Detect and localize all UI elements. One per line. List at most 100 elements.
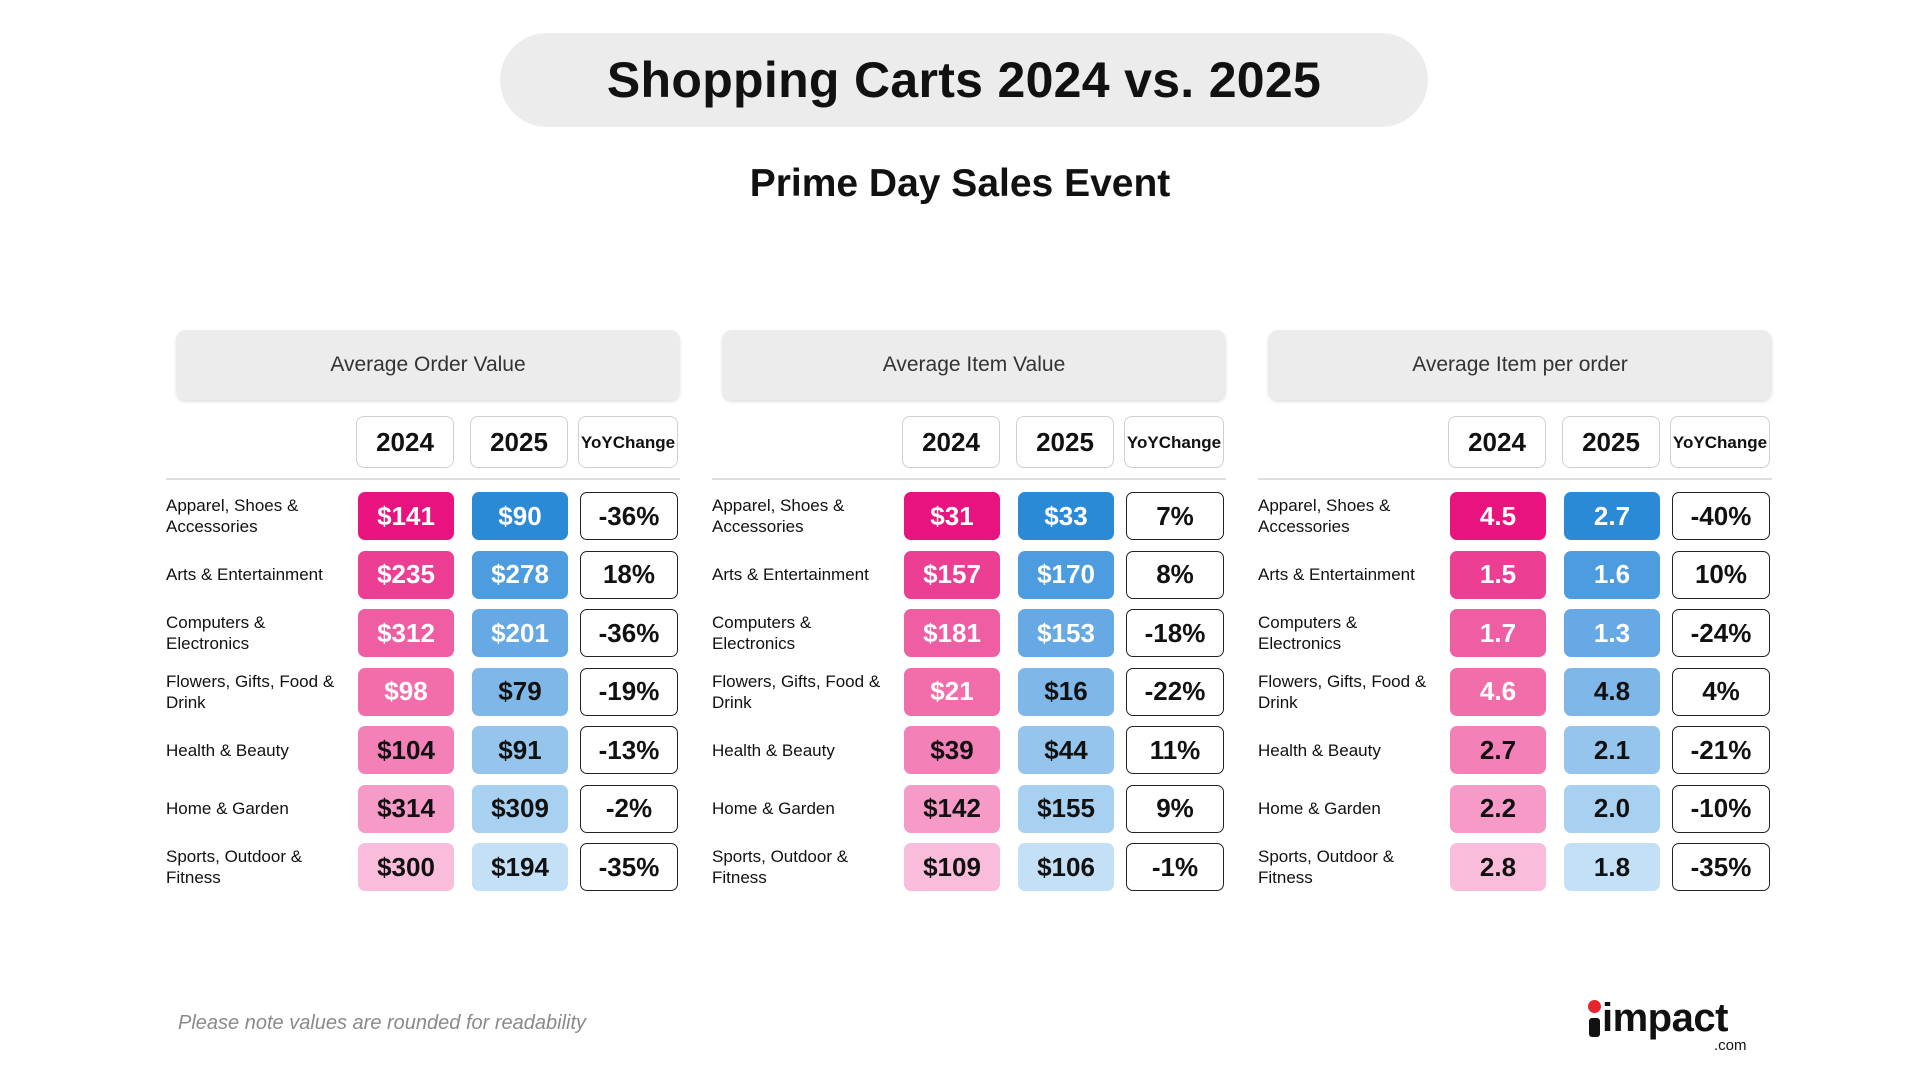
value-2024: 2.2 bbox=[1450, 784, 1546, 833]
value-2024: $235 bbox=[358, 550, 454, 599]
yoy-change: -22% bbox=[1126, 667, 1224, 716]
yoy-header-line: Change bbox=[1158, 432, 1222, 452]
value-2024: 4.5 bbox=[1450, 492, 1546, 540]
category-label: Computers & Electronics bbox=[166, 613, 266, 653]
value-2025: $106 bbox=[1018, 843, 1114, 891]
column-header-2024: 2024 bbox=[356, 416, 454, 468]
table-row: Computers & Electronics $312 $201 -36% bbox=[166, 609, 680, 657]
value-2024: $314 bbox=[358, 784, 454, 833]
yoy-change: -10% bbox=[1672, 784, 1770, 833]
value-2024: $142 bbox=[904, 784, 1000, 833]
yoy-change: -24% bbox=[1672, 609, 1770, 657]
logo-wordmark: impact bbox=[1602, 996, 1728, 1040]
category-label: Computers & Electronics bbox=[1258, 613, 1358, 653]
value-2025: 1.8 bbox=[1564, 843, 1660, 891]
column-header-yoy: YoY Change bbox=[1670, 416, 1770, 468]
yoy-change: -40% bbox=[1672, 492, 1770, 540]
yoy-change: -21% bbox=[1672, 726, 1770, 774]
value-2025: $309 bbox=[472, 784, 568, 833]
table-row: Health & Beauty $104 $91 -13% bbox=[166, 726, 680, 774]
value-2025: $170 bbox=[1018, 550, 1114, 599]
column-header-2024: 2024 bbox=[902, 416, 1000, 468]
page-title: Shopping Carts 2024 vs. 2025 bbox=[500, 33, 1428, 127]
table-row: Flowers, Gifts, Food & Drink $98 $79 -19% bbox=[166, 667, 680, 716]
yoy-change: 7% bbox=[1126, 492, 1224, 540]
column-header-2025: 2025 bbox=[1016, 416, 1114, 468]
value-2025: $153 bbox=[1018, 609, 1114, 657]
category-label: Flowers, Gifts, Food & Drink bbox=[166, 671, 335, 712]
column-header-2025: 2025 bbox=[470, 416, 568, 468]
table-row: Sports, Outdoor & Fitness $109 $106 -1% bbox=[712, 843, 1226, 891]
yoy-header-line: YoY bbox=[580, 432, 613, 452]
category-label: Sports, Outdoor & Fitness bbox=[1258, 847, 1395, 887]
table-row: Sports, Outdoor & Fitness $300 $194 -35% bbox=[166, 843, 680, 891]
logo-suffix: .com bbox=[1714, 1037, 1747, 1054]
category-label: Arts & Entertainment bbox=[1258, 565, 1415, 584]
column-header-2024: 2024 bbox=[1448, 416, 1546, 468]
category-label: Health & Beauty bbox=[712, 740, 835, 760]
table-row: Health & Beauty 2.7 2.1 -21% bbox=[1258, 726, 1772, 774]
category-label: Apparel, Shoes & Accessories bbox=[1258, 496, 1391, 536]
column-header-2025: 2025 bbox=[1562, 416, 1660, 468]
yoy-change: 8% bbox=[1126, 550, 1224, 599]
value-2024: 2.7 bbox=[1450, 726, 1546, 774]
table-row: Health & Beauty $39 $44 11% bbox=[712, 726, 1226, 774]
table-row: Arts & Entertainment 1.5 1.6 10% bbox=[1258, 550, 1772, 599]
category-label: Arts & Entertainment bbox=[712, 565, 869, 584]
table-row: Home & Garden $314 $309 -2% bbox=[166, 784, 680, 833]
table-title: Average Item Value bbox=[722, 330, 1226, 400]
impact-logo: impact .com bbox=[1588, 996, 1768, 1056]
category-label: Home & Garden bbox=[1258, 799, 1381, 818]
table-row: Flowers, Gifts, Food & Drink 4.6 4.8 4% bbox=[1258, 667, 1772, 716]
category-label: Sports, Outdoor & Fitness bbox=[166, 847, 303, 887]
table-row: Computers & Electronics $181 $153 -18% bbox=[712, 609, 1226, 657]
category-label: Flowers, Gifts, Food & Drink bbox=[712, 671, 881, 712]
value-2024: 4.6 bbox=[1450, 667, 1546, 716]
category-label: Arts & Entertainment bbox=[166, 565, 323, 584]
yoy-header-line: Change bbox=[612, 432, 676, 452]
value-2025: $194 bbox=[472, 843, 568, 891]
table-title: Average Order Value bbox=[176, 330, 680, 400]
table-row: Apparel, Shoes & Accessories $141 $90 -36% bbox=[166, 492, 680, 540]
value-2025: 2.1 bbox=[1564, 726, 1660, 774]
header-divider bbox=[712, 478, 1226, 480]
value-2025: $79 bbox=[472, 667, 568, 716]
value-2025: $91 bbox=[472, 726, 568, 774]
footnote: Please note values are rounded for reada… bbox=[178, 1012, 587, 1034]
value-2024: $31 bbox=[904, 492, 1000, 540]
category-label: Flowers, Gifts, Food & Drink bbox=[1258, 671, 1427, 712]
value-2024: 1.7 bbox=[1450, 609, 1546, 657]
value-2024: $181 bbox=[904, 609, 1000, 657]
value-2024: $312 bbox=[358, 609, 454, 657]
table-row: Flowers, Gifts, Food & Drink $21 $16 -22% bbox=[712, 667, 1226, 716]
yoy-change: -2% bbox=[580, 784, 678, 833]
yoy-change: -36% bbox=[580, 492, 678, 540]
value-2025: $16 bbox=[1018, 667, 1114, 716]
yoy-header-line: YoY bbox=[1126, 432, 1159, 452]
value-2024: 2.8 bbox=[1450, 843, 1546, 891]
category-label: Home & Garden bbox=[166, 799, 289, 818]
value-2024: $300 bbox=[358, 843, 454, 891]
value-2025: $155 bbox=[1018, 784, 1114, 833]
value-2025: $44 bbox=[1018, 726, 1114, 774]
yoy-change: -35% bbox=[580, 843, 678, 891]
value-2025: $33 bbox=[1018, 492, 1114, 540]
value-2024: $157 bbox=[904, 550, 1000, 599]
value-2025: 1.6 bbox=[1564, 550, 1660, 599]
value-2025: $201 bbox=[472, 609, 568, 657]
yoy-header-line: YoY bbox=[1672, 432, 1705, 452]
table-panel: Average Order Value 2024 2025 YoY Change Appa… bbox=[166, 330, 680, 891]
category-label: Health & Beauty bbox=[1258, 740, 1381, 760]
category-label: Apparel, Shoes & Accessories bbox=[712, 496, 845, 536]
value-2025: $90 bbox=[472, 492, 568, 540]
table-panel: Average Item Value 2024 2025 YoY Change Appar… bbox=[712, 330, 1226, 891]
yoy-change: 4% bbox=[1672, 667, 1770, 716]
value-2024: $104 bbox=[358, 726, 454, 774]
table-row: Apparel, Shoes & Accessories 4.5 2.7 -40% bbox=[1258, 492, 1772, 540]
table-row: Arts & Entertainment $235 $278 18% bbox=[166, 550, 680, 599]
yoy-change: 9% bbox=[1126, 784, 1224, 833]
logo-bar-icon bbox=[1589, 1018, 1600, 1037]
value-2025: $278 bbox=[472, 550, 568, 599]
yoy-change: 18% bbox=[580, 550, 678, 599]
category-label: Sports, Outdoor & Fitness bbox=[712, 847, 849, 887]
